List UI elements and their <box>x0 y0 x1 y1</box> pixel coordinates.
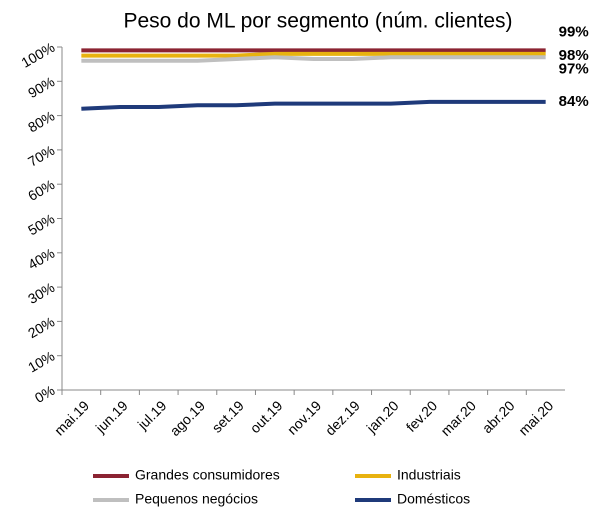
y-tick-label: 90% <box>25 73 57 101</box>
x-tick-label: mar.20 <box>437 397 479 439</box>
x-tick-label: fev.20 <box>403 397 441 435</box>
y-tick-label: 40% <box>25 245 57 273</box>
x-tick-label: out.19 <box>247 397 286 436</box>
x-tick-label: mai.20 <box>515 397 556 438</box>
legend-label: Grandes consumidores <box>135 467 280 483</box>
value-label: 99% <box>559 23 589 40</box>
x-tick-label: nov.19 <box>284 397 324 437</box>
chart-title: Peso do ML por segmento (núm. clientes) <box>123 10 512 33</box>
y-tick-label: 50% <box>25 210 57 238</box>
series-line <box>81 51 546 58</box>
y-tick-label: 20% <box>25 313 57 341</box>
y-tick-label: 100% <box>18 39 57 71</box>
x-tick-label: abr.20 <box>479 397 518 436</box>
y-tick-label: 60% <box>25 176 57 204</box>
y-tick-label: 10% <box>25 348 57 376</box>
value-label: 84% <box>559 93 589 110</box>
x-tick-label: jul.19 <box>134 397 170 433</box>
y-tick-label: 80% <box>25 108 57 136</box>
x-tick-label: ago.19 <box>167 397 209 439</box>
legend-label: Industriais <box>397 467 461 483</box>
x-tick-label: mai.19 <box>51 397 92 438</box>
value-label: 98% <box>559 47 589 64</box>
value-label: 97% <box>559 60 589 77</box>
legend-label: Pequenos negócios <box>135 491 258 507</box>
x-tick-label: dez.19 <box>322 397 363 438</box>
x-tick-label: set.19 <box>209 397 247 435</box>
y-tick-label: 0% <box>32 382 58 406</box>
x-tick-label: jun.19 <box>92 397 131 436</box>
legend-label: Domésticos <box>397 491 470 507</box>
series-line <box>81 99 546 111</box>
series-line <box>81 55 546 63</box>
y-tick-label: 70% <box>25 142 57 170</box>
y-tick-label: 30% <box>25 279 57 307</box>
x-tick-label: jan.20 <box>363 397 402 436</box>
